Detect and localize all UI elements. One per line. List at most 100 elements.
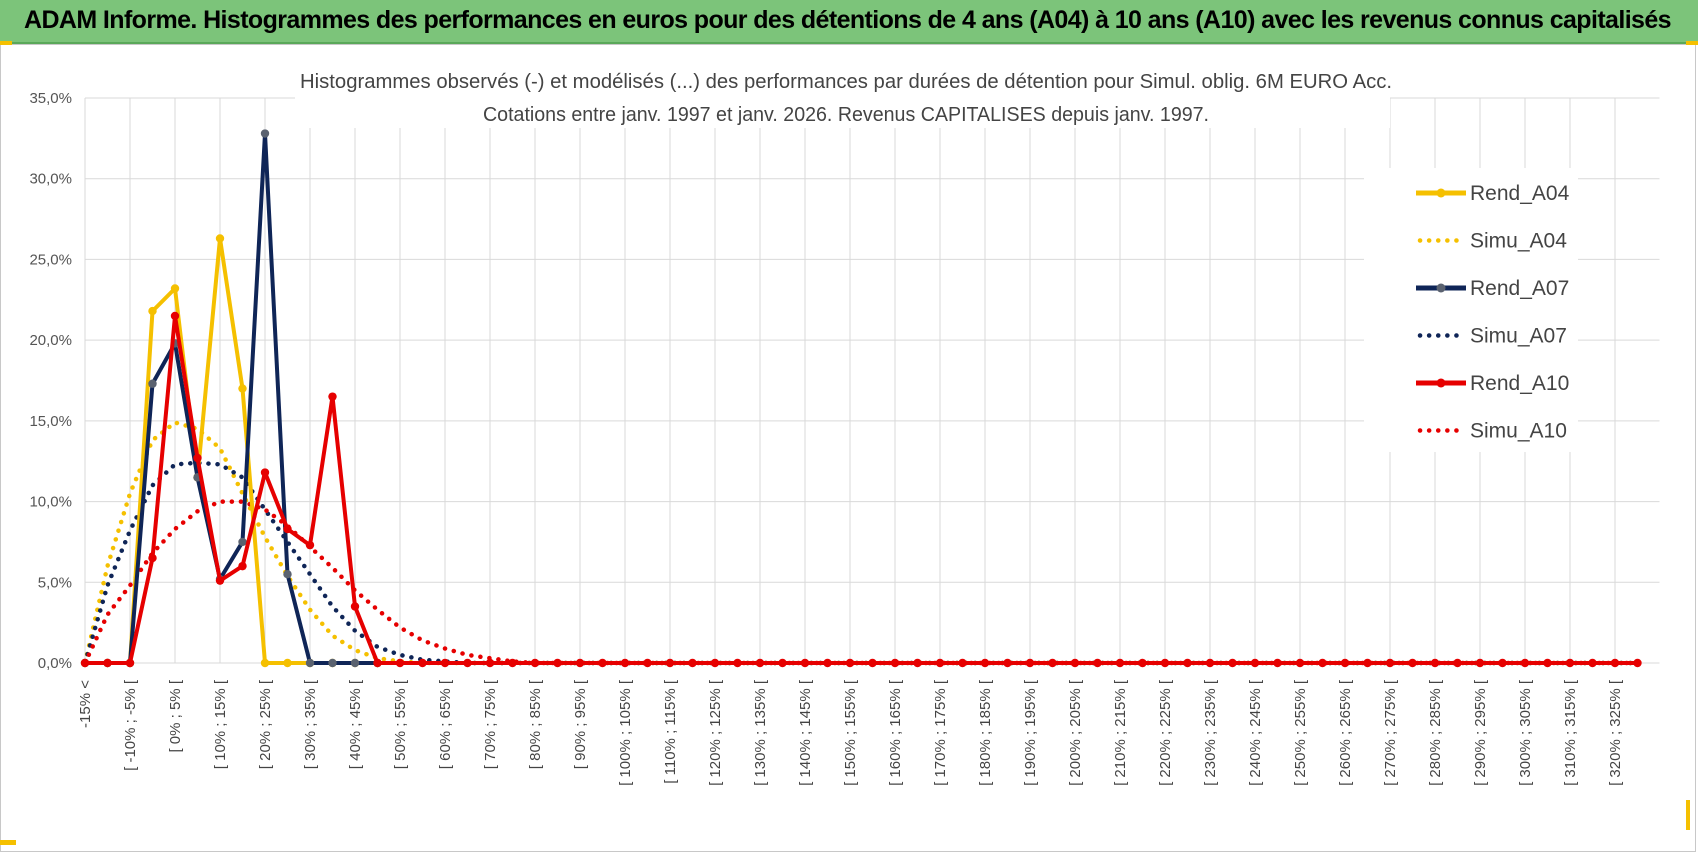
series-point-rend-a10 [463, 658, 472, 668]
series-point-rend-a10 [328, 392, 337, 401]
series-point-rend-a10 [1610, 658, 1620, 668]
series-point-rend-a10 [395, 658, 405, 668]
series-point-rend-a10 [530, 658, 540, 668]
series-point-rend-a10 [1115, 658, 1125, 668]
series-point-rend-a10 [1565, 658, 1575, 668]
series-point-rend-a10 [688, 658, 697, 668]
series-point-rend-a10 [170, 311, 180, 321]
x-tick-label: [ -10% ; -5% [ [122, 679, 139, 771]
chart-frame [0, 44, 1696, 852]
series-point-rend-a10 [598, 658, 607, 668]
chart-title-line1: Histogrammes observés (-) et modélisés (… [300, 71, 1392, 93]
series-point-rend-a10 [845, 658, 855, 668]
series-point-rend-a10 [868, 658, 877, 668]
corner-bottom-left [0, 840, 16, 845]
series-point-rend-a10 [1543, 658, 1552, 668]
series-point-rend-a04 [148, 306, 157, 316]
x-tick-label: [ 0% ; 5% [ [167, 679, 184, 752]
legend-label-simu-a04: Simu_A04 [1470, 230, 1567, 253]
series-point-rend-a10 [980, 658, 990, 668]
series-point-rend-a10 [440, 658, 450, 668]
series-point-rend-a10 [1520, 658, 1530, 668]
series-point-rend-a10 [193, 453, 202, 463]
series-point-rend-a10 [283, 524, 292, 534]
x-tick-label: [ 20% ; 25% [ [257, 679, 274, 769]
header-title: ADAM Informe. Histogrammes des performan… [24, 6, 1672, 34]
x-tick-label: [ 200% ; 205% [ [1067, 679, 1084, 786]
series-point-rend-a10 [1498, 658, 1507, 668]
series-point-rend-a07 [328, 658, 337, 668]
series-point-rend-a10 [620, 658, 630, 668]
series-group [80, 129, 1642, 668]
series-line-rend-a10 [85, 313, 1638, 665]
x-tick-label: [ 150% ; 155% [ [842, 679, 859, 786]
series-point-rend-a10 [80, 658, 90, 668]
series-point-rend-a04 [283, 658, 292, 668]
legend-label-rend-a04: Rend_A04 [1470, 182, 1570, 205]
x-tick-label: [ 140% ; 145% [ [797, 679, 814, 786]
legend-box [1364, 168, 1578, 452]
y-axis-ticks: 0,0% 5,0% 10,0% 15,0% 20,0% 25,0% 30,0% 35,0% [29, 90, 72, 672]
series-point-rend-a10 [103, 658, 112, 668]
y-tick-label: 25,0% [29, 251, 72, 268]
legend-label-simu-a07: Simu_A07 [1470, 325, 1567, 348]
series-point-rend-a10 [1385, 658, 1395, 668]
y-tick-label: 10,0% [29, 494, 72, 511]
series-point-rend-a10 [215, 576, 225, 585]
y-tick-label: 30,0% [29, 171, 72, 188]
corner-top-left [0, 41, 12, 45]
series-point-rend-a10 [1138, 658, 1147, 668]
series-point-rend-a10 [575, 658, 585, 668]
legend-marker-rend-a07 [1436, 283, 1446, 293]
series-point-rend-a10 [823, 658, 832, 668]
corner-bottom-right [1686, 800, 1690, 830]
series-point-rend-a10 [935, 658, 945, 668]
x-tick-label: [ 80% ; 85% [ [527, 679, 544, 769]
x-tick-label: [ 270% ; 275% [ [1382, 679, 1399, 786]
series-point-rend-a10 [1205, 658, 1215, 668]
series-point-rend-a10 [1273, 658, 1282, 668]
y-tick-label: 0,0% [38, 655, 72, 672]
series-point-rend-a10 [1475, 658, 1485, 668]
x-tick-label: [ 170% ; 175% [ [932, 679, 949, 786]
series-point-rend-a10 [643, 658, 652, 668]
series-point-rend-a07 [238, 537, 247, 547]
x-tick-label: [ 290% ; 295% [ [1472, 679, 1489, 786]
series-point-rend-a10 [710, 658, 720, 668]
x-tick-label: [ 130% ; 135% [ [752, 679, 769, 786]
x-tick-label: [ 120% ; 125% [ [707, 679, 724, 786]
series-point-rend-a10 [1093, 658, 1102, 668]
series-point-rend-a10 [1453, 658, 1462, 668]
x-tick-label: [ 40% ; 45% [ [347, 679, 364, 769]
series-point-rend-a10 [800, 658, 810, 668]
series-point-rend-a04 [260, 658, 270, 668]
series-point-rend-a10 [1183, 658, 1192, 668]
series-point-rend-a10 [373, 658, 382, 668]
series-point-rend-a10 [1228, 658, 1237, 668]
x-tick-label: [ 300% ; 305% [ [1517, 679, 1534, 786]
x-tick-label: [ 250% ; 255% [ [1292, 679, 1309, 786]
series-point-rend-a10 [1025, 658, 1035, 668]
header-banner: ADAM Informe. Histogrammes des performan… [0, 0, 1698, 44]
series-point-rend-a10 [913, 658, 922, 668]
series-point-rend-a10 [1295, 658, 1305, 668]
series-point-rend-a10 [890, 658, 900, 668]
x-tick-label: [ 100% ; 105% [ [617, 679, 634, 786]
x-tick-label: [ 110% ; 115% [ [662, 679, 679, 784]
series-point-rend-a10 [1318, 658, 1327, 668]
series-point-rend-a10 [508, 658, 517, 668]
y-tick-label: 20,0% [29, 332, 72, 349]
x-tick-label: [ 280% ; 285% [ [1427, 679, 1444, 786]
x-tick-label: [ 70% ; 75% [ [482, 679, 499, 769]
y-tick-label: 35,0% [29, 90, 72, 107]
series-point-rend-a10 [1588, 658, 1597, 668]
legend-label-rend-a07: Rend_A07 [1470, 277, 1569, 300]
series-point-rend-a10 [350, 602, 360, 611]
x-tick-label: -15% < [77, 680, 94, 728]
series-point-rend-a10 [1250, 658, 1260, 668]
series-point-rend-a10 [418, 658, 427, 668]
series-point-rend-a10 [778, 658, 787, 668]
series-point-rend-a10 [305, 540, 315, 550]
chart-title-box: Histogrammes observés (-) et modélisés (… [295, 62, 1392, 128]
series-point-rend-a10 [1408, 658, 1417, 668]
